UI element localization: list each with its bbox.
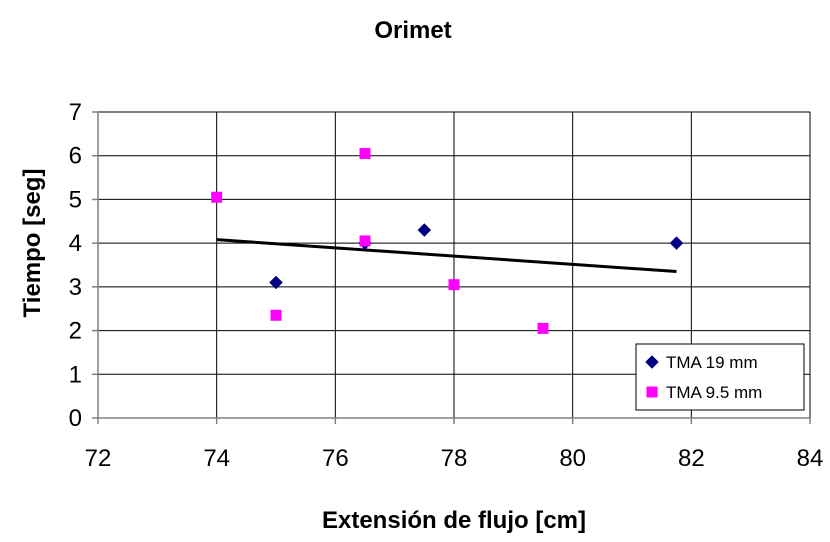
y-tick-label: 4 — [69, 230, 82, 257]
trendline-group — [216, 238, 677, 274]
x-tick-label: 82 — [678, 445, 705, 472]
data-point-tma-9-5mm — [359, 148, 371, 160]
x-tick-label: 80 — [559, 445, 586, 472]
legend-marker — [646, 386, 658, 398]
y-axis-label: Tiempo [seg] — [19, 169, 46, 318]
data-point-tma-9-5mm — [211, 191, 223, 203]
x-tick-label: 74 — [203, 445, 230, 472]
y-tick-label: 6 — [69, 143, 82, 170]
data-point-tma-9-5mm — [448, 279, 460, 291]
x-tick-label: 78 — [441, 445, 468, 472]
data-point-tma-19mm — [269, 275, 283, 290]
trendline — [216, 238, 677, 274]
data-point-tma-9-5mm — [359, 235, 371, 247]
y-tick-label: 7 — [69, 99, 82, 126]
data-point-tma-19mm — [417, 223, 432, 237]
y-tick-label: 3 — [69, 274, 82, 301]
legend: TMA 19 mm TMA 9.5 mm — [635, 343, 805, 411]
x-axis-label: Extensión de flujo [cm] — [322, 507, 586, 534]
y-tick-label: 5 — [69, 186, 82, 213]
y-tick-label: 2 — [69, 318, 82, 345]
x-axis-ticks: 72 74 76 78 80 82 84 — [85, 417, 824, 472]
data-point-tma-19mm — [669, 236, 684, 250]
legend-marker — [645, 355, 659, 369]
x-tick-label: 76 — [322, 445, 349, 472]
x-tick-label: 72 — [85, 445, 112, 472]
vertical-gridlines — [216, 112, 811, 418]
data-point-tma-9-5mm — [537, 322, 549, 334]
chart-title: Orimet — [374, 17, 451, 44]
x-tick-label: 84 — [797, 445, 824, 472]
y-axis-ticks: 0 1 2 3 4 5 6 7 — [69, 99, 99, 432]
data-point-tma-9-5mm — [270, 309, 282, 321]
y-tick-label: 1 — [69, 361, 82, 388]
legend-entry: TMA 19 mm — [666, 353, 758, 372]
legend-box — [635, 343, 805, 411]
data-points — [211, 148, 684, 334]
y-tick-label: 0 — [69, 405, 82, 432]
legend-entry: TMA 9.5 mm — [666, 383, 762, 402]
